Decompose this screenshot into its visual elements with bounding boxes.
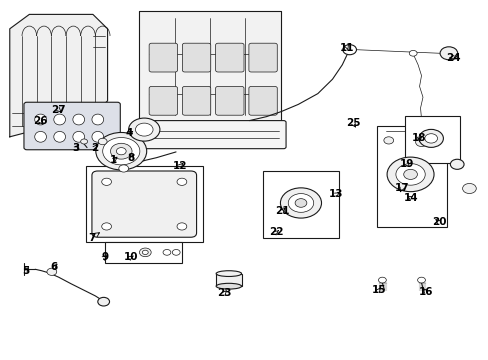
FancyBboxPatch shape xyxy=(182,86,210,115)
Bar xyxy=(376,126,447,227)
Circle shape xyxy=(119,165,128,172)
Circle shape xyxy=(342,45,356,55)
Text: 18: 18 xyxy=(411,132,426,143)
Circle shape xyxy=(386,157,433,192)
Text: 11: 11 xyxy=(339,42,354,53)
Circle shape xyxy=(408,50,416,56)
FancyBboxPatch shape xyxy=(182,43,210,72)
Circle shape xyxy=(383,137,393,144)
Text: 13: 13 xyxy=(328,189,343,199)
Text: 8: 8 xyxy=(127,153,134,163)
Text: 12: 12 xyxy=(172,161,187,171)
Ellipse shape xyxy=(35,114,46,125)
Text: 22: 22 xyxy=(268,227,283,237)
Circle shape xyxy=(142,250,148,255)
Text: 15: 15 xyxy=(371,285,386,295)
Text: 6: 6 xyxy=(50,262,57,272)
Polygon shape xyxy=(10,14,107,137)
Text: 26: 26 xyxy=(33,116,47,126)
Ellipse shape xyxy=(73,131,84,142)
Circle shape xyxy=(280,188,321,218)
FancyBboxPatch shape xyxy=(134,121,285,149)
Circle shape xyxy=(102,138,140,165)
Text: 3: 3 xyxy=(72,143,79,153)
Text: 4: 4 xyxy=(125,128,133,138)
Bar xyxy=(263,171,338,238)
Text: 16: 16 xyxy=(418,287,433,297)
Circle shape xyxy=(424,134,437,143)
Circle shape xyxy=(439,47,457,60)
Text: 25: 25 xyxy=(345,118,360,128)
Circle shape xyxy=(163,249,170,255)
Circle shape xyxy=(462,184,475,194)
Circle shape xyxy=(98,138,107,145)
Circle shape xyxy=(418,129,443,147)
Circle shape xyxy=(403,169,417,179)
Circle shape xyxy=(395,163,425,185)
FancyBboxPatch shape xyxy=(248,86,277,115)
Ellipse shape xyxy=(54,131,65,142)
Circle shape xyxy=(47,268,57,275)
Text: 23: 23 xyxy=(216,288,231,298)
Ellipse shape xyxy=(73,114,84,125)
Circle shape xyxy=(102,223,111,230)
Bar xyxy=(216,274,241,286)
Circle shape xyxy=(96,132,146,170)
Text: 5: 5 xyxy=(22,266,29,276)
Circle shape xyxy=(116,148,126,155)
Circle shape xyxy=(417,277,425,283)
Text: 9: 9 xyxy=(102,252,108,262)
Circle shape xyxy=(102,178,111,185)
Circle shape xyxy=(177,223,186,230)
FancyBboxPatch shape xyxy=(92,171,196,237)
Text: 19: 19 xyxy=(399,159,413,169)
FancyBboxPatch shape xyxy=(24,102,120,150)
Polygon shape xyxy=(139,11,281,122)
Text: 2: 2 xyxy=(91,143,98,153)
FancyBboxPatch shape xyxy=(215,86,244,115)
Text: 20: 20 xyxy=(431,217,446,228)
Circle shape xyxy=(415,138,427,147)
Circle shape xyxy=(128,118,160,141)
Circle shape xyxy=(172,249,180,255)
Text: 21: 21 xyxy=(275,206,289,216)
Circle shape xyxy=(295,199,306,207)
Text: 17: 17 xyxy=(394,183,408,193)
Ellipse shape xyxy=(216,271,241,276)
FancyBboxPatch shape xyxy=(215,43,244,72)
Circle shape xyxy=(110,143,132,159)
Circle shape xyxy=(98,297,109,306)
Circle shape xyxy=(81,139,87,144)
Ellipse shape xyxy=(92,131,103,142)
Circle shape xyxy=(139,248,151,257)
Text: 7: 7 xyxy=(88,233,99,243)
Circle shape xyxy=(288,194,313,212)
Ellipse shape xyxy=(216,283,241,289)
Circle shape xyxy=(378,277,386,283)
FancyBboxPatch shape xyxy=(149,86,177,115)
Ellipse shape xyxy=(92,114,103,125)
Circle shape xyxy=(177,178,186,185)
Bar xyxy=(404,116,459,163)
Circle shape xyxy=(135,123,153,136)
FancyBboxPatch shape xyxy=(149,43,177,72)
Text: 10: 10 xyxy=(123,252,138,262)
Circle shape xyxy=(449,159,463,169)
Text: 1: 1 xyxy=(110,155,117,165)
FancyBboxPatch shape xyxy=(248,43,277,72)
Text: 14: 14 xyxy=(403,193,417,203)
Bar xyxy=(105,242,182,263)
Bar xyxy=(85,166,203,242)
Ellipse shape xyxy=(35,131,46,142)
Ellipse shape xyxy=(54,114,65,125)
Text: 27: 27 xyxy=(51,105,66,115)
Text: 24: 24 xyxy=(446,53,460,63)
